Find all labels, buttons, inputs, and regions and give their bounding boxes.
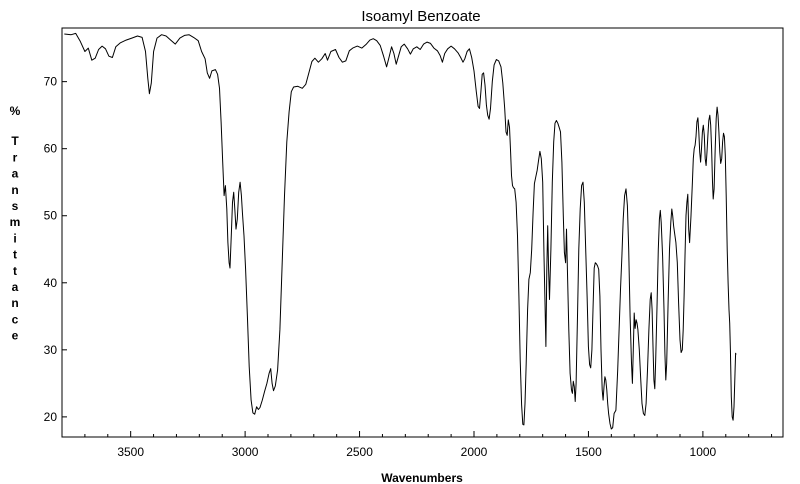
y-tick-labels: 20 30 40 50 60 70 [44,75,58,424]
y-axis-title-letter: n [11,183,18,197]
x-tick-label: 2500 [346,445,373,459]
x-tick-label: 1000 [690,445,717,459]
y-axis-title-letter: T [11,134,19,148]
y-axis-title-letter: a [12,280,19,294]
x-tick-label: 2000 [461,445,488,459]
y-axis-title-letter: r [13,150,18,164]
y-tick-label: 30 [44,343,58,357]
x-tick-labels: 3500 3000 2500 2000 1500 1000 [117,445,716,459]
x-minor-ticks [84,434,773,437]
y-axis-title-letter: n [11,296,18,310]
x-major-ticks [130,431,704,437]
y-axis-title-letter: c [12,312,19,326]
x-tick-label: 1500 [575,445,602,459]
y-ticks [62,81,67,418]
y-tick-label: 40 [44,276,58,290]
y-axis-title-letter: t [13,248,17,262]
spectrum-line [64,32,737,430]
y-axis-title-letter: e [12,329,19,343]
x-tick-label: 3500 [117,445,144,459]
y-tick-label: 70 [44,75,58,89]
y-tick-label: 20 [44,410,58,424]
y-tick-label: 60 [44,142,58,156]
chart-title: Isoamyl Benzoate [361,8,480,25]
y-axis-title-letter: i [13,231,16,245]
y-axis-title-letter: m [10,215,21,229]
y-axis-title-letter: s [12,199,19,213]
plot-frame [61,27,784,438]
y-axis-title-letter: a [12,167,19,181]
y-axis-title-letter: % [10,104,21,118]
y-tick-label: 50 [44,209,58,223]
y-axis-title-letter: t [13,264,17,278]
x-tick-label: 3000 [232,445,259,459]
x-axis-title: Wavenumbers [381,471,463,484]
